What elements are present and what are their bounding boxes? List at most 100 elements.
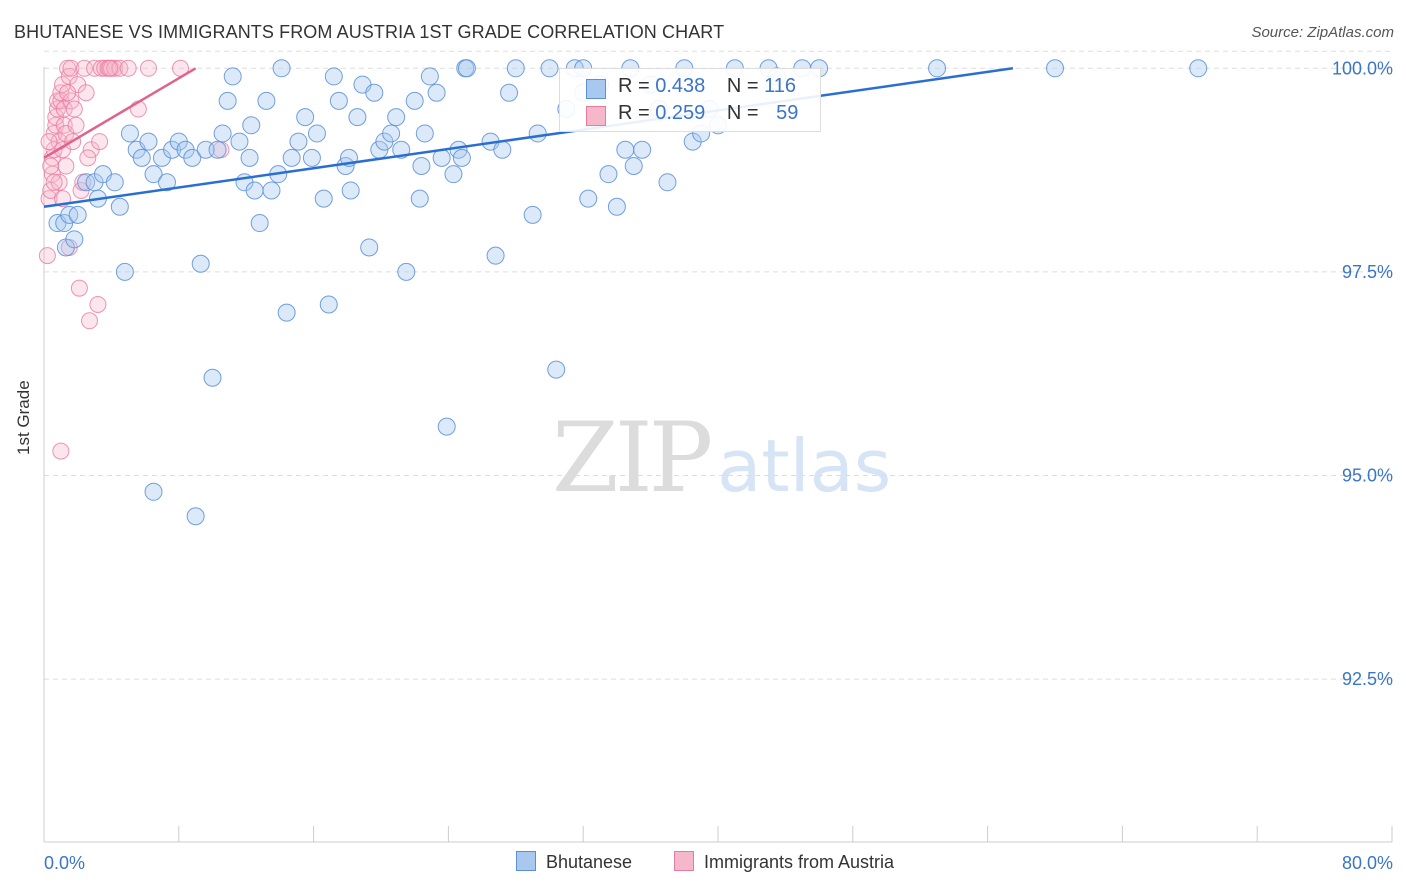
bhutanese-point	[282, 148, 301, 167]
watermark: ZIP atlas	[552, 402, 891, 514]
bhutanese-point	[144, 165, 163, 184]
legend-n-value: 116	[764, 75, 797, 97]
bhutanese-point	[208, 140, 227, 159]
bhutanese-point	[405, 91, 424, 110]
bhutanese-point	[486, 246, 505, 265]
legend-r-value: 0.259	[655, 102, 706, 124]
bottom-legend-austria: Immigrants from Austria	[674, 851, 894, 875]
bhutanese-point	[1189, 59, 1208, 78]
bhutanese-point	[213, 124, 232, 143]
bhutanese-point	[115, 262, 134, 281]
legend-r-label: R =	[618, 102, 656, 124]
bhutanese-point	[110, 197, 129, 216]
bottom-legend-bhutanese: Bhutanese	[516, 851, 632, 875]
axes	[43, 67, 1393, 843]
bhutanese-trend-line	[43, 67, 1014, 208]
bhutanese-point	[186, 507, 205, 526]
bhutanese-point	[658, 173, 677, 192]
austria-point	[139, 59, 157, 77]
austria-point	[38, 247, 56, 265]
bhutanese-point	[412, 157, 431, 176]
legend-n-value: 59	[776, 102, 799, 124]
bhutanese-point	[427, 83, 446, 102]
austria-point	[45, 173, 63, 191]
bhutanese-point	[633, 140, 652, 159]
bhutanese-point	[387, 108, 406, 127]
bhutanese-point	[506, 59, 525, 78]
austria-point	[101, 59, 119, 77]
bhutanese-point	[314, 189, 333, 208]
bhutanese-point	[307, 124, 326, 143]
bottom-legend-label-bhutanese: Bhutanese	[546, 852, 633, 872]
bhutanese-point	[132, 148, 151, 167]
bhutanese-point	[437, 417, 456, 436]
austria-point	[65, 100, 83, 118]
austria-point	[79, 149, 97, 167]
austria-point	[62, 59, 80, 77]
source-credit: Source: ZipAtlas.com	[1251, 24, 1394, 41]
austria-point	[91, 133, 109, 151]
bhutanese-point	[928, 59, 947, 78]
bhutanese-point	[257, 91, 276, 110]
bhutanese-point	[223, 67, 242, 86]
austria-trend-line	[43, 67, 197, 159]
bhutanese-point	[382, 124, 401, 143]
bhutanese-point	[245, 181, 264, 200]
bottom-legend-label-austria: Immigrants from Austria	[704, 852, 895, 872]
bhutanese-point	[348, 108, 367, 127]
bhutanese-point	[579, 189, 598, 208]
austria-point	[89, 295, 107, 313]
legend-text-austria: R = 0.259 N = 59	[618, 102, 798, 125]
austria-point	[75, 59, 93, 77]
bhutanese-point	[397, 262, 416, 281]
bhutanese-point	[158, 173, 177, 192]
bhutanese-point	[272, 59, 291, 78]
legend-n-label: N =	[726, 102, 765, 124]
bhutanese-point	[218, 91, 237, 110]
bhutanese-point	[289, 132, 308, 151]
bhutanese-point	[230, 132, 249, 151]
bhutanese-point	[360, 238, 379, 257]
bhutanese-point	[1046, 59, 1064, 78]
bhutanese-point	[420, 67, 439, 86]
bhutanese-point	[599, 165, 618, 184]
bhutanese-point	[277, 303, 296, 322]
y-tick-label: 97.5%	[1342, 262, 1393, 282]
watermark-zip: ZIP	[552, 402, 713, 514]
bhutanese-point	[341, 181, 360, 200]
bottom-legend-swatch-blue	[516, 851, 536, 871]
legend-swatch-blue	[586, 79, 606, 99]
bhutanese-point	[410, 189, 429, 208]
bhutanese-point	[302, 148, 321, 167]
bhutanese-point	[65, 230, 84, 249]
bhutanese-point	[444, 165, 463, 184]
legend-r-label: R =	[618, 75, 656, 97]
bhutanese-point	[250, 214, 269, 233]
y-axis-label: 1st Grade	[14, 380, 33, 455]
bhutanese-point	[457, 59, 476, 78]
bhutanese-point	[319, 295, 338, 314]
legend: R = 0.438 N = 116 R = 0.259 N = 59	[559, 68, 821, 132]
bhutanese-point	[500, 83, 519, 102]
austria-point	[106, 59, 124, 77]
watermark-atlas: atlas	[717, 424, 892, 508]
y-tick-label: 95.0%	[1342, 466, 1393, 486]
bhutanese-point	[528, 124, 547, 143]
austria-point	[119, 59, 137, 77]
austria-point	[67, 116, 85, 134]
bhutanese-point	[547, 360, 566, 379]
bhutanese-point	[144, 482, 163, 501]
austria-point	[80, 312, 98, 330]
tick-labels: 92.5% 95.0% 97.5% 100.0% 0.0% 80.0%	[44, 58, 1393, 873]
bhutanese-point	[329, 91, 348, 110]
legend-text-bhutanese: R = 0.438 N = 116	[618, 75, 796, 98]
austria-point	[86, 59, 104, 77]
x-tick-label-right: 80.0%	[1342, 853, 1393, 873]
austria-point	[50, 173, 68, 191]
chart-title: BHUTANESE VS IMMIGRANTS FROM AUSTRIA 1ST…	[14, 22, 725, 42]
bhutanese-point	[191, 254, 210, 273]
y-tick-label: 92.5%	[1342, 669, 1393, 689]
y-tick-label: 100.0%	[1332, 58, 1393, 78]
austria-point	[59, 84, 77, 102]
